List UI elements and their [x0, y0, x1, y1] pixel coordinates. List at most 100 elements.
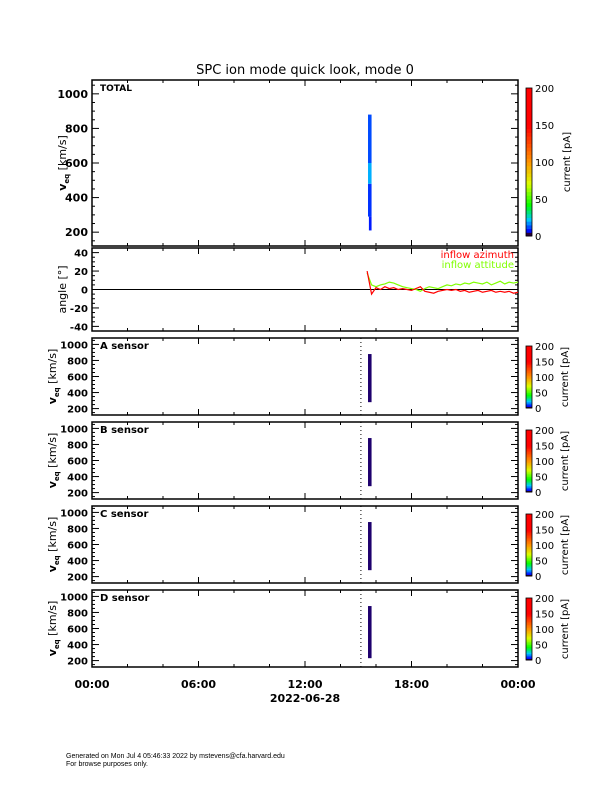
colorbar-segment: [526, 232, 532, 237]
colorbar-tick-label: 150: [535, 610, 554, 621]
panel-label: TOTAL: [100, 84, 132, 94]
colorbar-frame: [525, 429, 533, 493]
x-axis-label: 2022-06-28: [270, 692, 340, 705]
colorbar-segment: [526, 387, 532, 390]
colorbar-segment: [526, 638, 532, 641]
spectrogram-bin: [368, 438, 372, 487]
spectrogram-bin: [368, 606, 372, 659]
colorbar-segment: [526, 406, 532, 409]
y-tick-label: -40: [70, 322, 88, 333]
y-axis-label: veq [km/s]: [46, 433, 61, 489]
colorbar-segment: [526, 467, 532, 470]
colorbar-segment: [526, 605, 532, 608]
colorbar-segment: [526, 546, 532, 549]
colorbar-segment: [526, 552, 532, 555]
colorbar-segment: [526, 524, 532, 527]
colorbar-segment: [526, 169, 532, 174]
colorbar-segment: [526, 629, 532, 632]
colorbar-tick-label: 0: [535, 656, 541, 667]
colorbar-segment: [526, 537, 532, 540]
colorbar-label: current [pA]: [560, 515, 571, 575]
colorbar-segment: [526, 655, 532, 658]
y-tick-label: 400: [67, 473, 88, 484]
angle-series-line: [366, 272, 519, 293]
y-tick-label: 200: [67, 573, 88, 584]
colorbar-segment: [526, 113, 532, 119]
colorbar-segment: [526, 569, 532, 572]
y-tick-label: -20: [70, 304, 88, 315]
colorbar-segment: [526, 602, 532, 605]
colorbar-segment: [526, 370, 532, 373]
colorbar-segment: [526, 529, 532, 532]
colorbar-segment: [526, 91, 532, 96]
colorbar-segment: [526, 165, 532, 170]
angle-series-line: [366, 270, 519, 296]
colorbar-segment: [526, 386, 532, 389]
colorbar-label: current [pA]: [560, 599, 571, 659]
colorbar-segment: [526, 380, 532, 383]
y-tick-label: 200: [65, 226, 88, 239]
colorbar-segment: [526, 445, 532, 448]
colorbar-segment: [526, 158, 532, 163]
spectrogram-bin: [368, 216, 372, 231]
colorbar-segment: [526, 397, 532, 400]
colorbar-segment: [526, 150, 532, 156]
y-tick-label: 1000: [60, 592, 88, 603]
y-tick-label: 200: [67, 489, 88, 500]
colorbar-segment: [526, 549, 532, 552]
colorbar-segment: [526, 618, 532, 621]
colorbar-segment: [526, 356, 532, 359]
colorbar-segment: [526, 625, 532, 628]
colorbar-segment: [526, 206, 532, 211]
colorbar-segment: [526, 453, 532, 456]
panel-frame: [91, 337, 519, 416]
colorbar-segment: [526, 658, 532, 661]
colorbar-segment: [526, 514, 532, 517]
colorbar-segment: [526, 147, 532, 152]
colorbar-segment: [526, 430, 532, 433]
colorbar-segment: [526, 624, 532, 627]
colorbar-segment: [526, 468, 532, 471]
colorbar-segment: [526, 439, 532, 442]
colorbar-segment: [526, 622, 532, 625]
colorbar-segment: [526, 484, 532, 487]
colorbar-segment: [526, 383, 532, 386]
colorbar-segment: [526, 443, 532, 446]
panel-label: D sensor: [100, 593, 149, 604]
colorbar-segment: [526, 647, 532, 650]
colorbar-segment: [526, 395, 532, 398]
colorbar-frame: [525, 597, 533, 661]
colorbar-tick-label: 150: [535, 358, 554, 369]
panel-frame: [91, 505, 519, 584]
colorbar-segment: [526, 350, 532, 353]
colorbar-segment: [526, 526, 532, 529]
colorbar-segment: [526, 487, 532, 490]
colorbar-segment: [526, 389, 532, 392]
colorbar-tick-label: 150: [535, 442, 554, 453]
y-tick-label: 800: [67, 440, 88, 451]
colorbar-segment: [526, 616, 532, 619]
colorbar-segment: [526, 173, 532, 178]
colorbar-segment: [526, 608, 532, 611]
colorbar-segment: [526, 607, 532, 610]
colorbar-tick-label: 0: [535, 232, 541, 243]
colorbar-segment: [526, 378, 532, 381]
colorbar-segment: [526, 554, 532, 557]
y-tick-label: 200: [67, 657, 88, 668]
colorbar-segment: [526, 367, 532, 370]
colorbar-segment: [526, 636, 532, 639]
colorbar-segment: [526, 128, 532, 133]
colorbar-segment: [526, 404, 532, 407]
colorbar-tick-label: 200: [535, 426, 554, 437]
y-tick-label: 40: [74, 249, 88, 260]
colorbar-segment: [526, 644, 532, 647]
colorbar-segment: [526, 221, 532, 226]
colorbar-segment: [526, 440, 532, 443]
colorbar-segment: [526, 541, 532, 544]
colorbar-segment: [526, 176, 532, 181]
spectrogram-bin: [368, 114, 372, 163]
colorbar-segment: [526, 400, 532, 403]
colorbar-segment: [526, 611, 532, 614]
colorbar-segment: [526, 521, 532, 524]
colorbar-segment: [526, 436, 532, 439]
